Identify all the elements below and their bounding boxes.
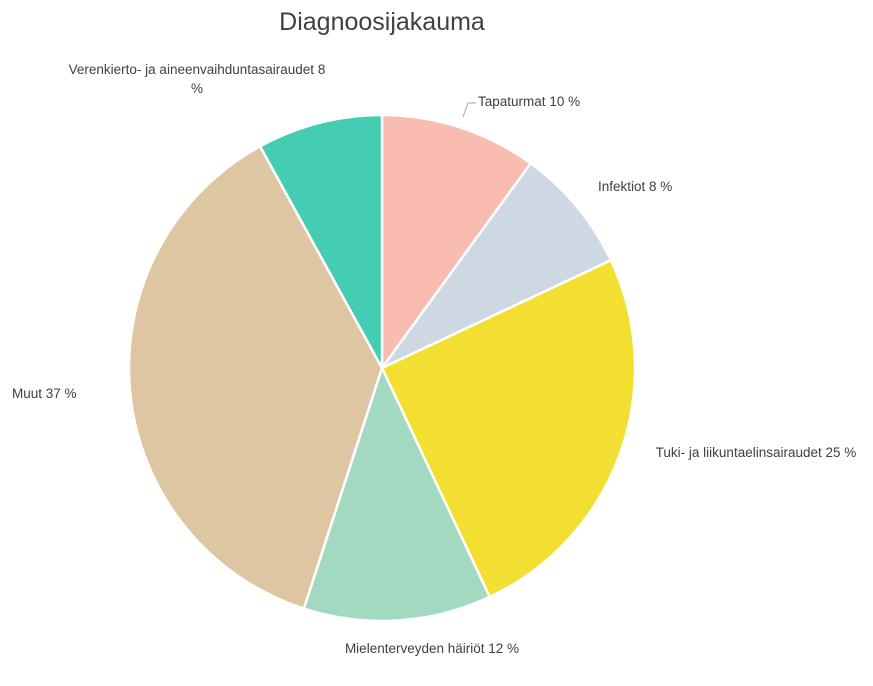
pie-slice bbox=[380, 113, 533, 372]
value-label: 37 % bbox=[45, 386, 77, 401]
value-label: 12 % bbox=[488, 641, 520, 656]
chart-title: Diagnoosijakauma bbox=[279, 8, 485, 36]
slice-label: Tuki- ja liikuntaelinsairaudet 25 % bbox=[640, 443, 872, 462]
pie-slice bbox=[302, 364, 492, 623]
category-label: Infektiot bbox=[598, 179, 646, 194]
pie-slice bbox=[127, 144, 384, 611]
slice-label: Tapaturmat 10 % bbox=[478, 92, 580, 111]
category-label: Tuki- ja liikuntaelinsairaudet bbox=[655, 445, 822, 460]
category-label: Verenkierto- ja aineenvaihduntasairaudet bbox=[68, 62, 315, 77]
value-label: 8 % bbox=[190, 62, 326, 96]
category-label: Muut bbox=[12, 386, 43, 401]
category-label: Mielenterveyden häiriöt bbox=[344, 641, 485, 656]
slice-label: Mielenterveyden häiriöt 12 % bbox=[337, 639, 527, 658]
pie-slice bbox=[380, 258, 637, 599]
leader-line bbox=[462, 102, 476, 118]
pie-slice bbox=[380, 161, 613, 370]
slice-label: Muut 37 % bbox=[12, 384, 77, 403]
slice-label: Verenkierto- ja aineenvaihduntasairaudet… bbox=[66, 60, 328, 98]
value-label: 8 % bbox=[649, 179, 673, 194]
slice-label: Infektiot 8 % bbox=[598, 177, 672, 196]
value-label: 25 % bbox=[825, 445, 857, 460]
pie-slice bbox=[258, 113, 384, 369]
value-label: 10 % bbox=[549, 94, 581, 109]
category-label: Tapaturmat bbox=[478, 94, 546, 109]
